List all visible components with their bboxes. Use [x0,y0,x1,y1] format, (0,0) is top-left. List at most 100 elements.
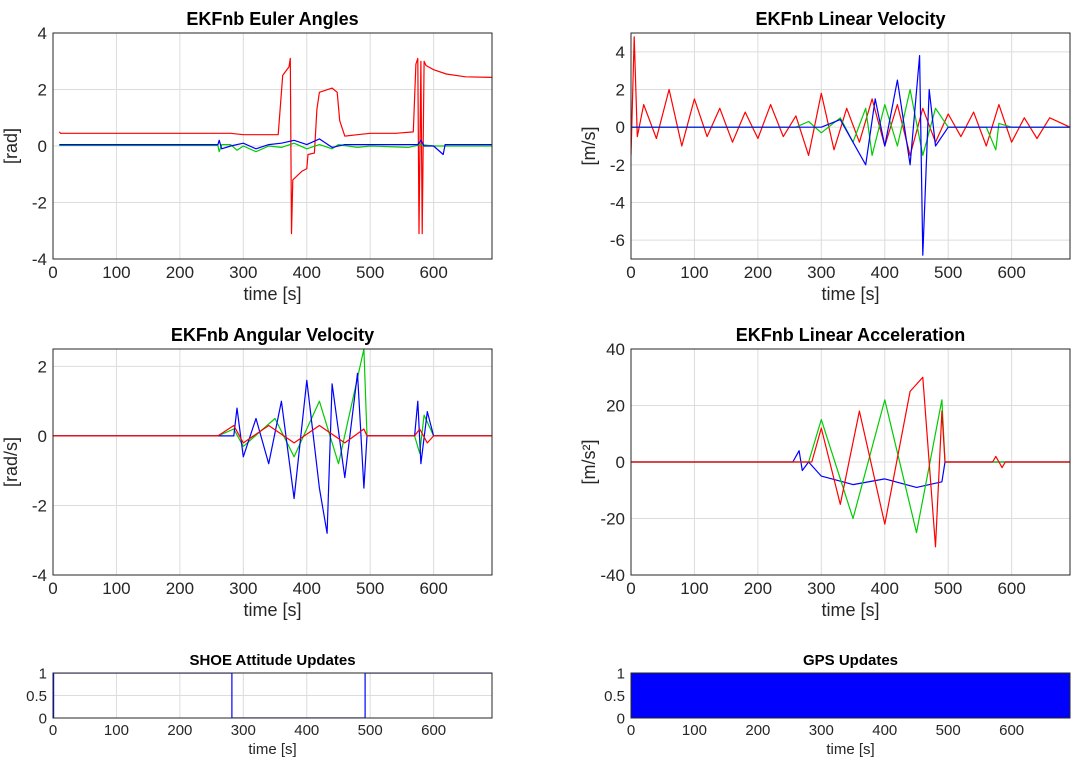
x-tick-label: 100 [104,722,129,739]
x-tick-label: 300 [807,263,835,282]
x-tick-label: 0 [627,722,635,739]
series-1-line [59,142,492,153]
axes-box [630,348,1071,576]
y-tick-label: 0 [616,453,625,472]
y-tick-label: 0.5 [26,688,47,705]
y-tick-label: -2 [32,496,47,515]
y-tick-label: -6 [610,231,625,250]
x-tick-label: 500 [356,263,384,282]
x-tick-label: 500 [358,722,383,739]
series-0-line [58,57,492,235]
x-axis-label: time [s] [243,600,301,620]
series-0-line [631,36,1070,156]
series-1-line [631,88,1070,156]
x-tick-label: 400 [871,579,899,598]
plot-area [53,349,492,575]
x-tick-label: 300 [809,722,834,739]
y-tick-label: 2 [38,357,47,376]
y-tick-label: 0 [38,137,47,156]
x-tick-label: 200 [167,722,192,739]
chart-title: SHOE Attitude Updates [189,652,355,669]
y-tick-label: -20 [600,509,625,528]
x-tick-label: 0 [626,263,635,282]
y-tick-label: -40 [600,566,625,585]
chart-title: GPS Updates [803,652,898,669]
series-0-line [631,450,1070,488]
x-tick-label: 500 [356,579,384,598]
x-tick-label: 600 [999,722,1024,739]
x-tick-label: 200 [166,579,194,598]
x-axis-label: time [s] [821,600,879,620]
x-tick-label: 500 [936,722,961,739]
y-tick-label: 40 [606,340,625,359]
x-tick-label: 0 [48,263,57,282]
series-1-line [53,372,492,534]
chart-title: EKFnb Angular Velocity [171,325,374,345]
series-0-line [53,673,492,718]
x-tick-label: 100 [680,263,708,282]
y-tick-label: 0 [616,118,625,137]
axes-box [52,672,493,719]
x-tick-label: 400 [293,263,321,282]
x-tick-label: 0 [49,722,57,739]
x-tick-label: 400 [294,722,319,739]
x-tick-label: 600 [421,722,446,739]
x-axis-label: time [s] [821,284,879,304]
y-tick-label: 0 [617,710,625,727]
x-tick-label: 300 [807,579,835,598]
y-tick-label: 1 [617,665,625,682]
series-2-line [631,55,1070,256]
axes-box [52,32,493,260]
x-tick-label: 200 [744,579,772,598]
chart-angvel: 0 100 200 300 400 500 600 -4 -2 0 2 EKFnb Angular V… [1,325,493,620]
series-0-area [631,673,1070,718]
x-tick-label: 400 [872,722,897,739]
x-tick-label: 500 [934,579,962,598]
series-2-line [53,424,492,444]
y-tick-label: 0 [38,427,47,446]
series-2-line [631,376,1070,548]
chart-linacc: 0 100 200 300 400 500 600 -40 -20 0 20 40 EKFnb Line… [579,325,1071,620]
y-tick-label: 4 [616,43,625,62]
x-tick-label: 500 [934,263,962,282]
axes-box [630,672,1071,719]
y-tick-label: 2 [38,80,47,99]
x-tick-label: 400 [293,579,321,598]
chart-title: EKFnb Linear Acceleration [736,325,965,345]
axes-box [630,32,1071,260]
series-2-line [59,138,492,156]
y-tick-label: 20 [606,396,625,415]
x-tick-label: 200 [745,722,770,739]
y-axis-label: [m/s] [579,127,599,166]
axes-box [52,348,493,576]
y-tick-label: 4 [38,24,47,43]
x-tick-label: 200 [166,263,194,282]
x-tick-label: 600 [419,579,447,598]
y-axis-label: [rad/s] [1,437,21,487]
series-0-line [53,349,492,465]
x-tick-label: 0 [48,579,57,598]
y-tick-label: -4 [32,250,47,269]
chart-linvel: 0 100 200 300 400 500 600 -6 -4 -2 0 2 4 EKFnb Linear… [579,9,1071,304]
x-tick-label: 600 [419,263,447,282]
x-axis-label: time [s] [826,741,874,758]
y-tick-label: 0 [39,710,47,727]
x-tick-label: 300 [229,579,257,598]
y-tick-label: 2 [616,80,625,99]
y-tick-label: 0.5 [604,688,625,705]
y-tick-label: -2 [32,193,47,212]
y-tick-label: 1 [39,665,47,682]
x-tick-label: 400 [871,263,899,282]
y-axis-label: [rad] [1,128,21,164]
y-tick-label: -2 [610,156,625,175]
y-tick-label: -4 [610,193,625,212]
x-tick-label: 300 [231,722,256,739]
chart-title: EKFnb Linear Velocity [755,9,945,29]
x-tick-label: 200 [744,263,772,282]
x-axis-label: time [s] [243,284,301,304]
x-tick-label: 600 [997,263,1025,282]
x-tick-label: 300 [229,263,257,282]
